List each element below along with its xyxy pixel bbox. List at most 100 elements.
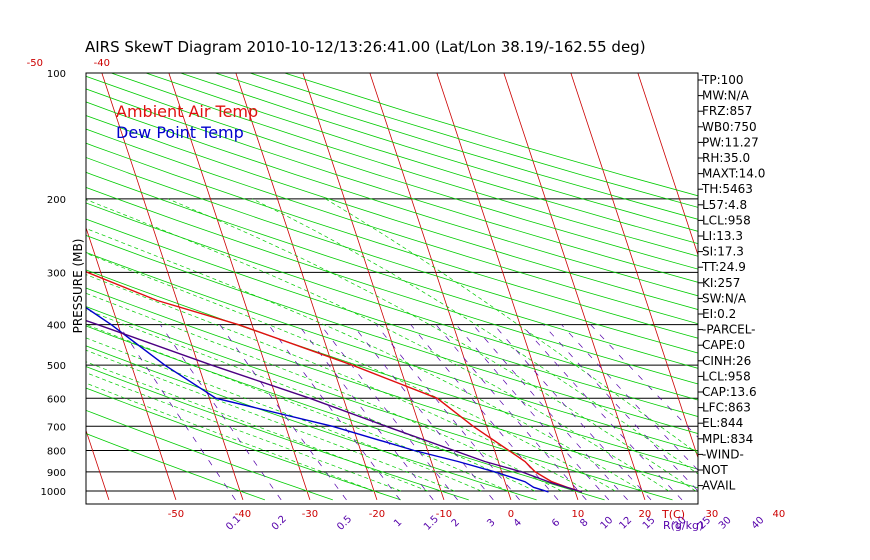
bottom-temp-tick-label: -50 — [168, 509, 184, 520]
moist-adiabat — [167, 198, 696, 492]
dry-adiabat — [86, 325, 605, 501]
dry-adiabat — [86, 433, 266, 501]
bottom-temp-tick-label: -10 — [436, 509, 452, 520]
dry-adiabat — [215, 73, 698, 220]
pressure-tick-label: 300 — [47, 268, 66, 279]
mixing-ratio-line — [118, 324, 236, 501]
stat-value: TH:5463 — [701, 182, 753, 196]
dry-adiabat — [86, 345, 537, 501]
isotherm-line — [369, 73, 512, 500]
pressure-tick-label: 900 — [47, 468, 66, 479]
moist-adiabat — [86, 349, 455, 492]
dry-adiabat — [86, 306, 673, 501]
stat-value: TP:100 — [701, 73, 744, 87]
mixing-ratio-label: 12 — [617, 515, 634, 532]
moist-adiabat — [86, 361, 428, 492]
dry-adiabat — [86, 202, 698, 401]
bottom-temp-tick-label: 0 — [508, 509, 514, 520]
legend: Ambient Air Temp Dew Point Temp — [116, 102, 258, 142]
dew-point-line — [86, 306, 549, 493]
dry-adiabat — [86, 387, 401, 501]
pressure-tick-label: 200 — [47, 195, 66, 206]
pressure-tick-label: 800 — [47, 446, 66, 457]
dry-adiabat — [86, 287, 698, 489]
dry-adiabat — [86, 171, 698, 369]
dry-adiabat — [86, 157, 698, 354]
mixing-ratio-line — [160, 324, 282, 501]
moist-adiabat — [86, 199, 669, 492]
dry-adiabat — [86, 75, 698, 270]
mixing-ratio-label: 1 — [392, 517, 404, 529]
isotherm-line — [86, 226, 177, 500]
bottom-temp-tick-label: 20 — [639, 509, 652, 520]
pressure-tick-label: 500 — [47, 361, 66, 372]
stat-value: MW:N/A — [702, 89, 750, 103]
top-temp-tick-label: -40 — [94, 58, 110, 69]
mixing-ratio-label: 10 — [599, 515, 616, 532]
moist-adiabat — [86, 372, 401, 492]
series-layer — [86, 270, 583, 493]
stat-value: -PARCEL- — [702, 323, 756, 337]
mixing-ratio-label: 6 — [550, 517, 562, 529]
mixing-axis-label: R(g/kg) — [663, 519, 703, 532]
mixing-ratio-line — [561, 324, 698, 471]
isotherm-line — [503, 73, 646, 500]
chart-title: AIRS SkewT Diagram 2010-10-12/13:26:41.0… — [85, 38, 646, 56]
mixing-ratio-label: 30 — [717, 515, 734, 532]
dry-adiabat — [86, 269, 698, 470]
grid-layer — [86, 73, 870, 501]
stat-value: SI:17.3 — [702, 245, 744, 259]
stat-value: EI:0.2 — [702, 307, 736, 321]
dry-adiabat — [86, 101, 698, 297]
mixing-ratio-line — [456, 324, 610, 501]
mixing-ratio-line — [320, 324, 458, 501]
mixing-ratio-line — [472, 324, 628, 501]
moist-adiabat — [86, 337, 482, 492]
moist-adiabat — [86, 324, 509, 492]
mixing-ratio-label: 0.5 — [335, 514, 354, 533]
isotherm-line — [637, 73, 698, 257]
isotherm-line — [235, 73, 378, 500]
plot-frame — [85, 72, 699, 505]
isotherm-line — [101, 73, 244, 500]
moist-adiabat — [86, 274, 589, 492]
top-temp-tick-label: -50 — [27, 58, 43, 69]
pressure-tick-label: 400 — [47, 321, 66, 332]
mixing-ratio-line — [352, 324, 494, 501]
ambient-temp-line — [86, 270, 583, 493]
stat-value: LCL:958 — [702, 369, 751, 383]
isotherm-line — [570, 73, 698, 459]
stat-value: PW:11.27 — [702, 135, 759, 149]
stat-value: MAXT:14.0 — [702, 167, 765, 181]
bottom-temp-tick-label: 10 — [572, 509, 585, 520]
isotherm-line — [168, 73, 311, 500]
stat-value: NOT — [702, 463, 728, 477]
bottom-temp-tick-label: -20 — [369, 509, 385, 520]
isotherm-line — [772, 73, 870, 500]
stat-value: KI:257 — [702, 276, 740, 290]
moist-adiabat — [325, 198, 698, 455]
stat-value: LCL:958 — [702, 213, 751, 227]
y-axis-label: PRESSURE (MB) — [71, 239, 85, 334]
mixing-ratio-line — [376, 324, 520, 501]
legend-ambient: Ambient Air Temp — [116, 102, 258, 121]
mixing-ratio-line — [410, 324, 559, 501]
moist-adiabat — [251, 198, 698, 475]
legend-dew: Dew Point Temp — [116, 123, 244, 142]
dry-adiabat — [86, 88, 698, 283]
pressure-tick-label: 700 — [47, 422, 66, 433]
mixing-ratio-label: 40 — [750, 515, 767, 532]
dry-adiabat — [86, 218, 698, 417]
bottom-temp-tick-label: 30 — [706, 509, 719, 520]
stat-value: L57:4.8 — [702, 198, 747, 212]
dry-adiabat — [86, 128, 698, 325]
stat-value: RH:35.0 — [702, 151, 750, 165]
dry-adiabat — [86, 366, 469, 501]
stat-value: MPL:834 — [702, 432, 753, 446]
parcel-line — [86, 319, 583, 493]
stat-value: CAPE:0 — [702, 338, 745, 352]
bottom-temp-tick-label: 40 — [773, 509, 786, 520]
moist-adiabat — [86, 228, 643, 492]
